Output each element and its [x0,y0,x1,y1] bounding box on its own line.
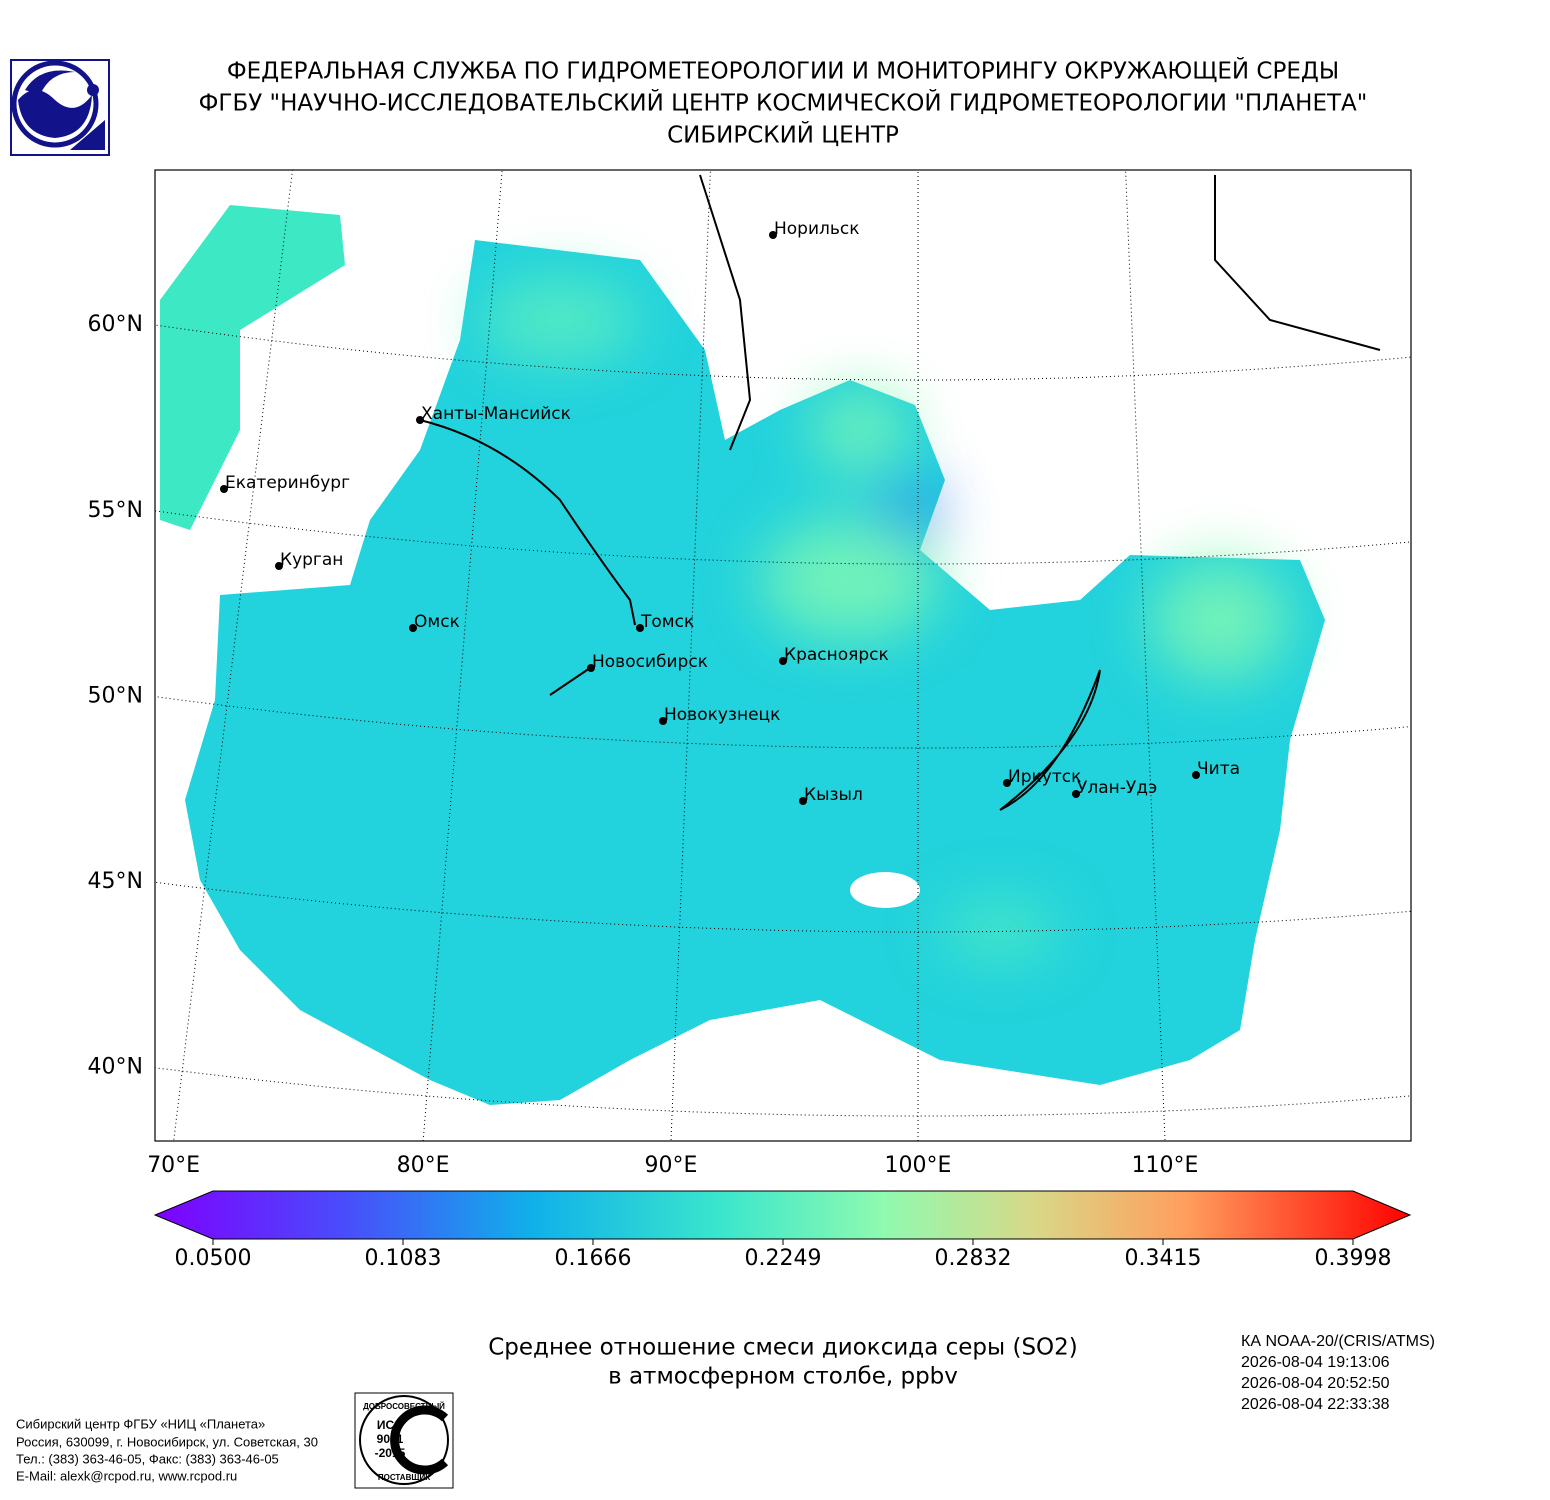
coverage-left [160,205,345,530]
city-label: Ханты-Мансийск [421,404,571,424]
city-label: Норильск [774,219,860,239]
iso-logo: ДОБРОСОВЕСТНЫЙ ИСО 9001 -2015 ПОСТАВЩИК [354,1392,454,1489]
lon-label: 100°E [885,1153,952,1178]
iso-text: ИСО [377,1418,403,1432]
city-marker [779,657,787,665]
city-marker [1003,779,1011,787]
coverage [185,240,1325,1105]
city-marker [587,664,595,672]
colorbar: 0.0500 0.1083 0.1666 0.2249 0.2832 0.3415 0.39… [153,1190,1412,1271]
caption-line: Среднее отношение смеси диоксида серы (S… [488,1335,1078,1361]
city-marker [220,485,228,493]
city-marker [409,624,417,632]
city-label: Омск [414,612,460,632]
city-marker [416,416,424,424]
satellite-info: 2026-08-04 22:33:38 [1241,1396,1390,1413]
parallel [155,1067,1411,1117]
lat-label: 50°N [88,684,143,709]
highlight [480,280,1290,960]
city-marker [1192,771,1200,779]
header-line: ФГБУ "НАУЧНО-ИССЛЕДОВАТЕЛЬСКИЙ ЦЕНТР КОС… [199,89,1368,117]
footer-line: Сибирский центр ФГБУ «НИЦ «Планета» [16,1416,265,1431]
satellite-info: 2026-08-04 20:52:50 [1241,1375,1390,1392]
city-label: Красноярск [784,645,889,665]
city-label: Курган [280,550,343,570]
city-label: Кызыл [804,785,863,805]
meridian [422,170,503,1141]
header-line: СИБИРСКИЙ ЦЕНТР [667,121,899,149]
city-label: Новокузнецк [664,705,780,725]
city-label: Чита [1197,759,1240,779]
axes: 60°N 55°N 50°N 45°N 40°N 70°E 80°E 90°E 100°E 110… [88,312,1199,1178]
colorbar-tick-label: 0.0500 [175,1246,252,1271]
colorbar-tick-label: 0.1666 [555,1246,632,1271]
city-label: Иркутск [1008,767,1081,787]
colorbar-tick-label: 0.1083 [365,1246,442,1271]
lon-label: 110°E [1132,1153,1199,1178]
footer-line: Тел.: (383) 363-46-05, Факс: (383) 363-4… [16,1451,279,1466]
iso-top: ДОБРОСОВЕСТНЫЙ [363,1402,445,1411]
footer-line: E-Mail: alexk@rcpod.ru, www.rcpod.ru [16,1468,237,1483]
city-marker [636,624,644,632]
iso-bottom: ПОСТАВЩИК [378,1473,430,1482]
city-label: Екатеринбург [225,473,350,493]
satellite-info: 2026-08-04 19:13:06 [1241,1354,1390,1371]
lat-label: 60°N [88,312,143,337]
city-marker [1072,790,1080,798]
data-gap [850,872,920,908]
colorbar-tick-label: 0.3998 [1315,1246,1392,1271]
map-frame [154,169,1412,1142]
iso-text: -2015 [375,1446,406,1460]
lon-label: 70°E [147,1153,200,1178]
lon-label: 80°E [397,1153,450,1178]
caption-line: в атмосферном столбе, ppbv [608,1364,958,1390]
agency-logo [10,59,110,156]
lat-label: 40°N [88,1055,143,1080]
colorbar-tick-label: 0.2832 [935,1246,1012,1271]
lon-label: 90°E [645,1153,698,1178]
lat-label: 55°N [88,498,143,523]
header-line: ФЕДЕРАЛЬНАЯ СЛУЖБА ПО ГИДРОМЕТЕОРОЛОГИИ … [227,57,1339,85]
city-marker [659,717,667,725]
colorbar-tick-label: 0.3415 [1125,1246,1202,1271]
city-marker [769,231,777,239]
footer-line: Россия, 630099, г. Новосибирск, ул. Сове… [16,1434,318,1449]
coastline [419,174,1381,811]
lat-label: 45°N [88,869,143,894]
satellite-info: КА NOAA-20/(CRIS/ATMS) [1241,1333,1435,1350]
cities: Норильск Ханты-Мансийск Екатеринбург Курган… [220,219,1240,805]
iso-text: 9001 [377,1432,404,1446]
city-label: Улан-Удэ [1077,778,1157,798]
city-label: Новосибирск [592,652,708,672]
city-marker [799,797,807,805]
colorbar-tick-label: 0.2249 [745,1246,822,1271]
city-marker [275,562,283,570]
city-label: Томск [640,612,694,632]
